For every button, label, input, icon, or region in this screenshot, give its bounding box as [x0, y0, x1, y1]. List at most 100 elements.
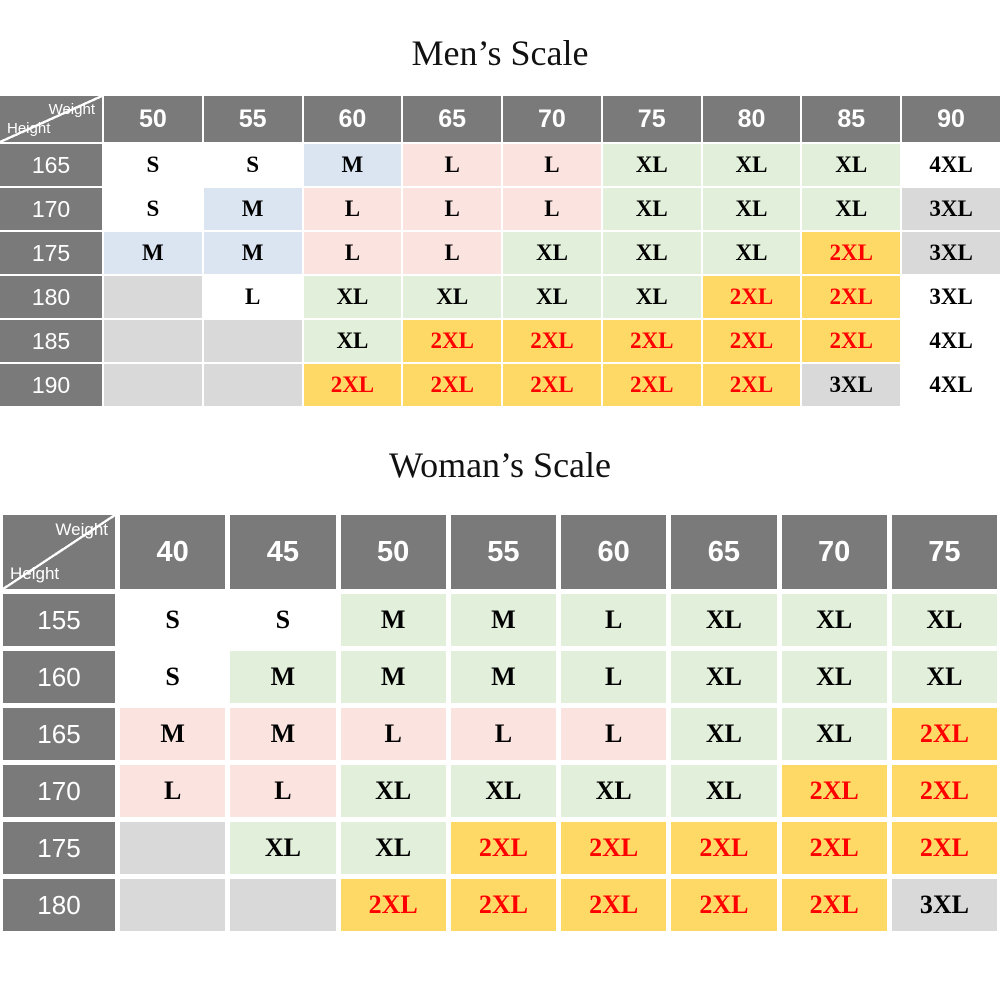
- height-header-160: 160: [3, 651, 115, 703]
- size-cell: 4XL: [902, 320, 1000, 362]
- size-cell: 2XL: [450, 879, 556, 931]
- size-cell: XL: [781, 708, 887, 760]
- size-cell: 2XL: [781, 879, 887, 931]
- empty-cell: [230, 879, 336, 931]
- size-cell: 2XL: [891, 822, 997, 874]
- size-cell: XL: [602, 276, 701, 318]
- empty-cell: [203, 364, 302, 406]
- empty-cell: [120, 822, 226, 874]
- height-header-155: 155: [3, 594, 115, 646]
- weight-header-50: 50: [340, 515, 446, 589]
- size-cell: S: [120, 651, 226, 703]
- size-cell: 2XL: [802, 232, 901, 274]
- size-cell: 3XL: [891, 879, 997, 931]
- table-row: 190 2XL 2XL 2XL 2XL 2XL 3XL 4XL: [0, 364, 1000, 406]
- weight-header-55: 55: [203, 96, 302, 142]
- womens-size-table: Weight Height 40 45 50 55 60 65 70 75 155 S S M M L XL XL…: [0, 510, 1000, 936]
- table-row: 175 M M L L XL XL XL 2XL 3XL: [0, 232, 1000, 274]
- size-cell: M: [450, 651, 556, 703]
- height-header-180: 180: [0, 276, 102, 318]
- table-row: 165 M M L L L XL XL 2XL: [3, 708, 997, 760]
- size-cell: 2XL: [702, 364, 801, 406]
- table-row: 170 L L XL XL XL XL 2XL 2XL: [3, 765, 997, 817]
- size-cell: XL: [891, 594, 997, 646]
- size-cell: XL: [230, 822, 336, 874]
- height-header-175: 175: [3, 822, 115, 874]
- empty-cell: [104, 320, 202, 362]
- weight-header-40: 40: [120, 515, 226, 589]
- size-cell: 2XL: [802, 320, 901, 362]
- weight-header-75: 75: [602, 96, 701, 142]
- size-cell: XL: [340, 765, 446, 817]
- size-cell: 2XL: [671, 879, 777, 931]
- weight-header-75: 75: [891, 515, 997, 589]
- size-cell: XL: [602, 232, 701, 274]
- size-cell: XL: [503, 276, 601, 318]
- size-cell: XL: [602, 144, 701, 186]
- size-cell: L: [340, 708, 446, 760]
- size-cell: L: [503, 144, 601, 186]
- size-cell: M: [104, 232, 202, 274]
- size-cell: 2XL: [671, 822, 777, 874]
- size-cell: L: [561, 594, 667, 646]
- size-cell: XL: [802, 144, 901, 186]
- empty-cell: [104, 364, 202, 406]
- size-cell: 4XL: [902, 364, 1000, 406]
- height-header-170: 170: [0, 188, 102, 230]
- height-header-190: 190: [0, 364, 102, 406]
- size-cell: XL: [781, 594, 887, 646]
- weight-header-45: 45: [230, 515, 336, 589]
- height-header-170: 170: [3, 765, 115, 817]
- weight-header-70: 70: [781, 515, 887, 589]
- size-cell: XL: [891, 651, 997, 703]
- size-cell: S: [120, 594, 226, 646]
- size-cell: 2XL: [781, 765, 887, 817]
- size-cell: M: [340, 594, 446, 646]
- size-cell: L: [403, 232, 502, 274]
- size-cell: 2XL: [450, 822, 556, 874]
- size-cell: 3XL: [902, 188, 1000, 230]
- size-cell: 2XL: [403, 320, 502, 362]
- size-cell: M: [340, 651, 446, 703]
- height-header-185: 185: [0, 320, 102, 362]
- table-row: 180 L XL XL XL XL 2XL 2XL 3XL: [0, 276, 1000, 318]
- height-header-180: 180: [3, 879, 115, 931]
- size-cell: L: [561, 708, 667, 760]
- size-cell: XL: [702, 232, 801, 274]
- size-cell: XL: [602, 188, 701, 230]
- height-header-165: 165: [0, 144, 102, 186]
- size-cell: 4XL: [902, 144, 1000, 186]
- mens-size-table: Weight Height 50 55 60 65 70 75 80 85 90 165 S S M L L XL…: [0, 94, 1000, 408]
- size-cell: M: [203, 188, 302, 230]
- weight-header-65: 65: [671, 515, 777, 589]
- size-cell: XL: [303, 276, 402, 318]
- size-cell: XL: [561, 765, 667, 817]
- size-cell: XL: [671, 708, 777, 760]
- table-row: 155 S S M M L XL XL XL: [3, 594, 997, 646]
- size-cell: L: [403, 144, 502, 186]
- size-cell: XL: [781, 651, 887, 703]
- size-cell: M: [230, 651, 336, 703]
- weight-header-80: 80: [702, 96, 801, 142]
- size-cell: 2XL: [802, 276, 901, 318]
- size-cell: 2XL: [503, 320, 601, 362]
- size-cell: 3XL: [802, 364, 901, 406]
- size-cell: XL: [702, 188, 801, 230]
- size-cell: XL: [671, 594, 777, 646]
- weight-header-70: 70: [503, 96, 601, 142]
- size-cell: 2XL: [340, 879, 446, 931]
- size-cell: L: [561, 651, 667, 703]
- size-cell: M: [450, 594, 556, 646]
- size-cell: S: [104, 188, 202, 230]
- weight-header-60: 60: [561, 515, 667, 589]
- size-cell: L: [503, 188, 601, 230]
- size-cell: L: [403, 188, 502, 230]
- weight-header-90: 90: [902, 96, 1000, 142]
- size-cell: XL: [503, 232, 601, 274]
- size-cell: XL: [340, 822, 446, 874]
- empty-cell: [203, 320, 302, 362]
- size-cell: XL: [802, 188, 901, 230]
- size-cell: 2XL: [702, 320, 801, 362]
- size-cell: XL: [403, 276, 502, 318]
- size-cell: 2XL: [781, 822, 887, 874]
